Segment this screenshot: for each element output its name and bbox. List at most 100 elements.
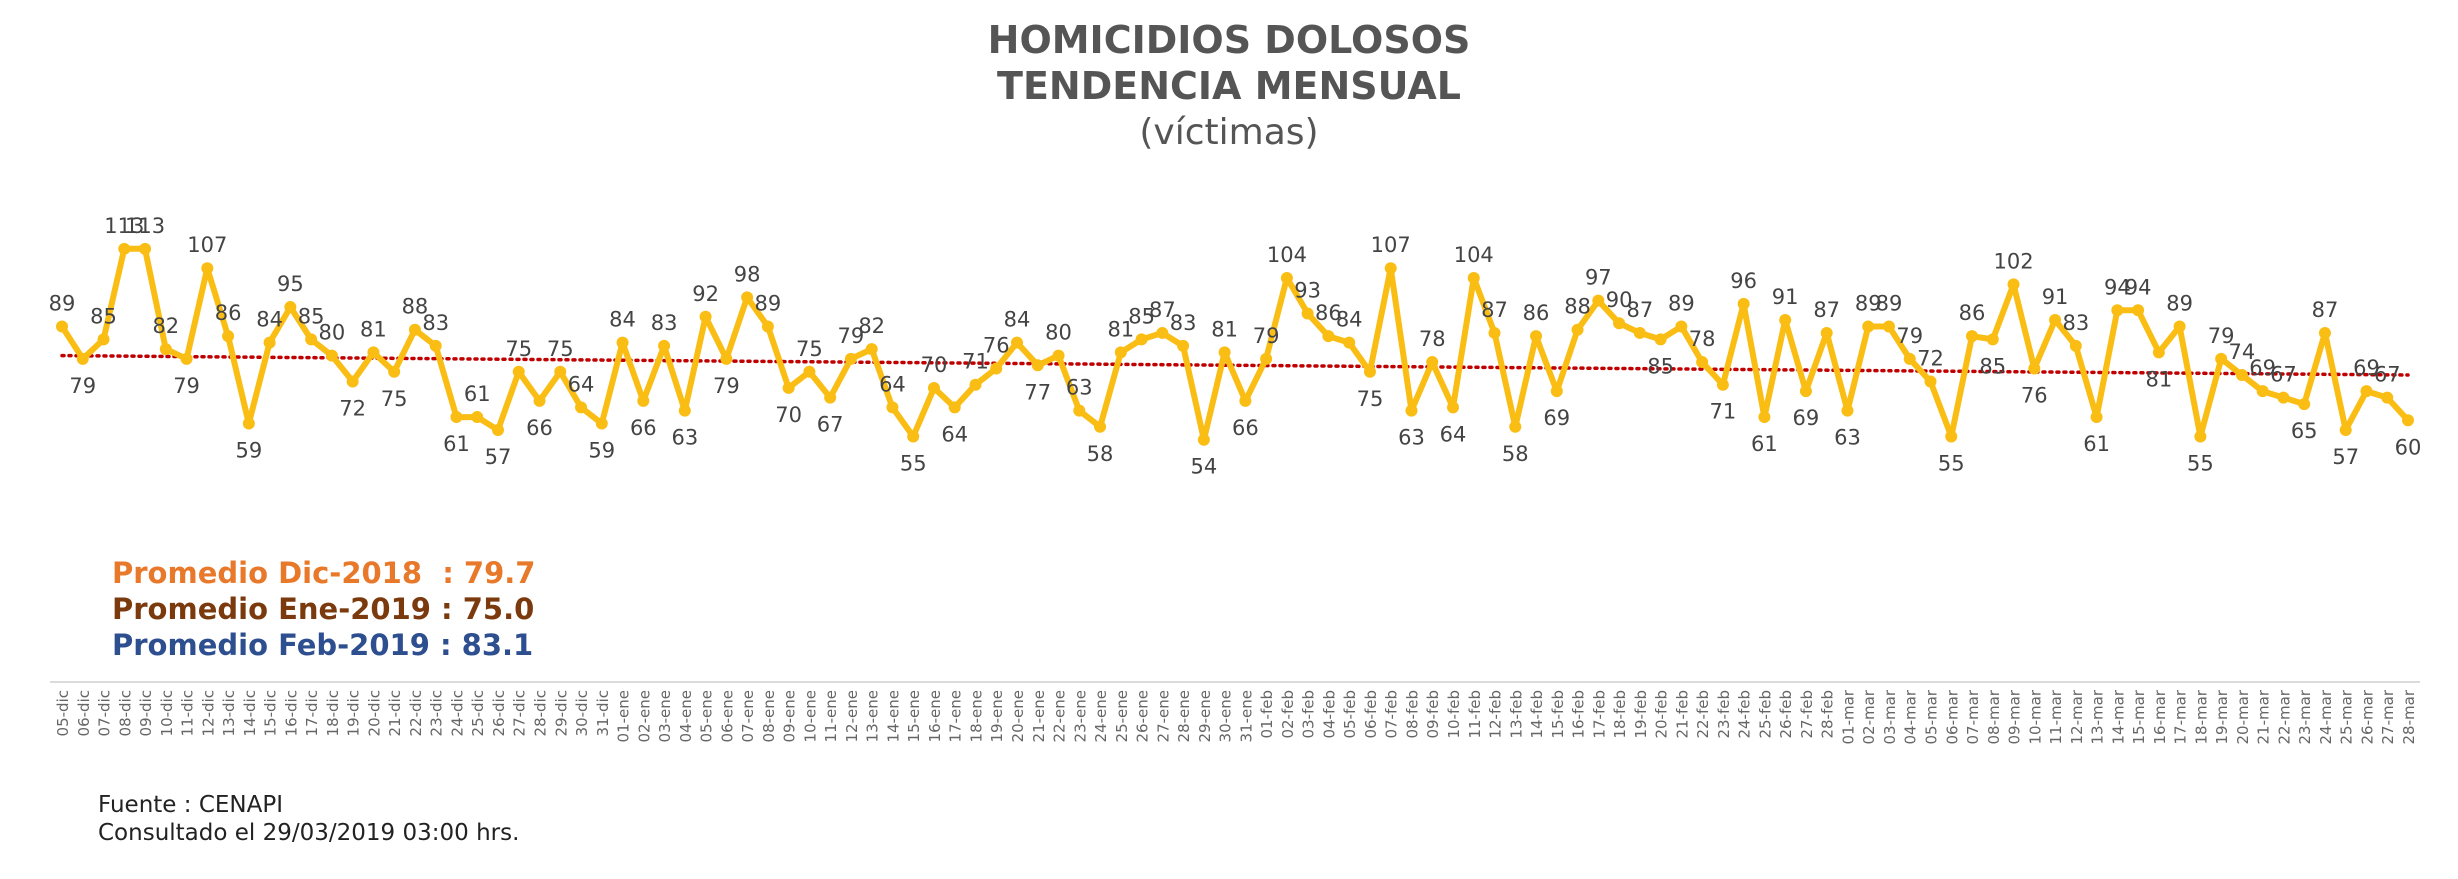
data-point [1052, 349, 1065, 362]
data-point [491, 424, 504, 436]
data-label: 83 [2062, 311, 2089, 335]
data-point [1509, 420, 1522, 433]
data-label: 86 [1523, 301, 1550, 325]
data-label: 104 [1454, 243, 1494, 267]
x-tick-label: 05-mar [1922, 689, 1940, 744]
chart-title-line2: TENDENCIA MENSUAL [997, 64, 1461, 108]
x-tick-label: 16-mar [2151, 689, 2169, 744]
x-tick-label: 26-mar [2358, 689, 2376, 744]
data-label: 70 [775, 403, 802, 427]
x-tick-label: 31-ene [1237, 690, 1255, 742]
x-tick-label: 09-mar [2006, 689, 2024, 744]
data-point [2173, 320, 2186, 333]
average-dec-2018: Promedio Dic-2018 : 79.7 [112, 556, 536, 590]
data-point [450, 411, 463, 424]
data-point [2111, 304, 2124, 317]
data-point [2007, 278, 2020, 291]
average-jan-2019: Promedio Ene-2019 : 75.0 [112, 592, 535, 626]
data-point [782, 381, 795, 394]
data-label: 79 [838, 324, 865, 348]
data-label: 84 [609, 308, 636, 332]
data-label: 92 [692, 282, 719, 306]
data-label: 63 [671, 426, 698, 450]
data-point [1654, 333, 1667, 346]
data-point [1841, 404, 1854, 417]
x-tick-label: 13-ene [864, 690, 882, 742]
data-label: 57 [485, 445, 512, 469]
x-tick-label: 14-dic [241, 690, 259, 736]
data-point [533, 394, 546, 407]
x-tick-label: 09-dic [137, 690, 155, 736]
data-point [56, 320, 68, 333]
x-tick-labels: 05-dic 06-dic 07-dic 08-dic 09-dic 10-dic 11-d… [54, 689, 2418, 744]
data-label: 59 [235, 439, 262, 463]
data-label: 65 [2291, 419, 2318, 443]
x-tick-label: 10-dic [158, 690, 176, 736]
x-tick-label: 07-mar [1964, 689, 1982, 744]
data-label: 82 [152, 314, 179, 338]
data-point [2194, 430, 2207, 443]
data-label: 64 [879, 372, 906, 396]
data-point [699, 310, 712, 323]
data-label: 69 [1793, 406, 1820, 430]
x-tick-label: 18-ene [967, 690, 985, 742]
x-tick-label: 07-feb [1383, 690, 1401, 739]
data-label: 79 [173, 374, 200, 398]
data-label: 89 [2166, 291, 2193, 315]
data-point [1114, 346, 1127, 359]
data-point [1343, 336, 1356, 349]
data-point [2318, 326, 2331, 339]
data-point [1363, 365, 1376, 378]
data-point [1094, 420, 1107, 433]
data-label: 87 [1149, 298, 1176, 322]
data-label: 91 [2042, 285, 2069, 309]
data-point [2090, 411, 2103, 424]
x-tick-label: 15-ene [905, 690, 923, 742]
x-tick-label: 23-dic [428, 690, 446, 736]
data-point [907, 430, 920, 443]
x-tick-label: 28-dic [532, 690, 550, 736]
data-point [1384, 262, 1397, 275]
data-label: 69 [2353, 356, 2380, 380]
data-label: 61 [464, 382, 491, 406]
data-point [927, 381, 940, 394]
data-label: 58 [1087, 442, 1114, 466]
data-label: 85 [90, 304, 117, 328]
data-label: 63 [1398, 426, 1425, 450]
data-label: 95 [277, 272, 304, 296]
data-point [325, 349, 338, 362]
data-point [1280, 271, 1293, 284]
x-tick-label: 27-ene [1154, 690, 1172, 742]
data-label: 59 [588, 439, 615, 463]
data-point [1592, 294, 1605, 307]
data-label: 55 [2187, 451, 2214, 475]
x-tick-label: 31-dic [594, 690, 612, 736]
x-tick-label: 07-dic [96, 690, 114, 736]
x-tick-label: 06-feb [1362, 690, 1380, 739]
data-point [1779, 314, 1792, 326]
data-label: 61 [443, 432, 470, 456]
x-tick-label: 09-ene [781, 690, 799, 742]
data-label: 81 [2146, 367, 2173, 391]
data-point [1467, 271, 1480, 284]
x-tick-label: 02-feb [1279, 690, 1297, 739]
data-point [2235, 369, 2248, 381]
data-label: 83 [1170, 311, 1197, 335]
data-point [1903, 352, 1916, 365]
data-label: 87 [2312, 298, 2339, 322]
data-label: 70 [921, 353, 948, 377]
data-label: 86 [1959, 301, 1986, 325]
data-label: 87 [1813, 298, 1840, 322]
data-point [844, 352, 857, 365]
x-tick-label: 27-mar [2379, 689, 2397, 744]
data-point [741, 291, 754, 304]
data-label: 93 [1294, 279, 1321, 303]
x-tick-label: 17-ene [947, 690, 965, 742]
data-point [1613, 317, 1626, 330]
data-label: 85 [1647, 354, 1674, 378]
x-tick-label: 22-ene [1051, 690, 1069, 742]
data-label: 88 [402, 295, 429, 319]
data-label: 87 [1626, 298, 1653, 322]
data-label: 96 [1730, 269, 1757, 293]
